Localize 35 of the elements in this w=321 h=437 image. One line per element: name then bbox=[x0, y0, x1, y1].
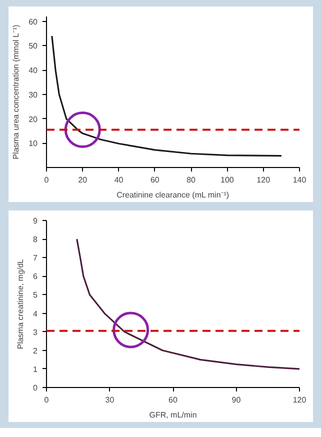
x-tick-label: 120 bbox=[256, 176, 271, 184]
line-series bbox=[76, 238, 300, 370]
x-tick-label: 100 bbox=[220, 176, 234, 184]
x-tick-label: 0 bbox=[44, 396, 50, 404]
x-tick-label: 80 bbox=[186, 176, 196, 184]
y-tick-label: 5 bbox=[33, 290, 38, 300]
x-tick-label: 30 bbox=[105, 396, 115, 404]
x-tick-label: 40 bbox=[114, 176, 124, 184]
y-tick-label: 60 bbox=[28, 17, 38, 26]
x-tick-label: 0 bbox=[44, 176, 50, 184]
y-tick-label: 8 bbox=[33, 235, 38, 244]
y-tick-label: 3 bbox=[33, 328, 38, 337]
y-axis-title: Plasma urea concentration (mmol L⁻¹) bbox=[12, 24, 21, 160]
y-tick-label: 7 bbox=[33, 254, 38, 263]
x-tick-label: 60 bbox=[150, 176, 160, 184]
y-tick-label: 4 bbox=[33, 309, 38, 318]
x-axis-title: GFR, mL/min bbox=[149, 410, 197, 420]
y-tick-label: 2 bbox=[33, 346, 38, 356]
x-tick-label: 20 bbox=[78, 176, 88, 184]
x-tick-label: 120 bbox=[292, 396, 307, 404]
line-series bbox=[51, 35, 282, 157]
y-tick-label: 0 bbox=[33, 384, 38, 392]
x-tick-label: 90 bbox=[232, 396, 242, 404]
y-tick-label: 9 bbox=[33, 216, 38, 226]
y-tick-label: 20 bbox=[28, 114, 38, 124]
y-tick-label: 1 bbox=[33, 364, 38, 374]
y-tick-label: 40 bbox=[28, 66, 38, 76]
y-tick-label: 50 bbox=[28, 42, 38, 51]
x-tick-label: 60 bbox=[168, 396, 178, 404]
x-tick-label: 140 bbox=[292, 176, 307, 184]
y-axis-title: Plasma creatinine, mg/dL bbox=[16, 258, 26, 350]
y-tick-label: 10 bbox=[28, 139, 38, 148]
x-axis-title: Creatinine clearance (mL min⁻¹) bbox=[116, 190, 230, 200]
y-tick-label: 6 bbox=[33, 272, 38, 282]
y-tick-label: 30 bbox=[28, 90, 38, 100]
